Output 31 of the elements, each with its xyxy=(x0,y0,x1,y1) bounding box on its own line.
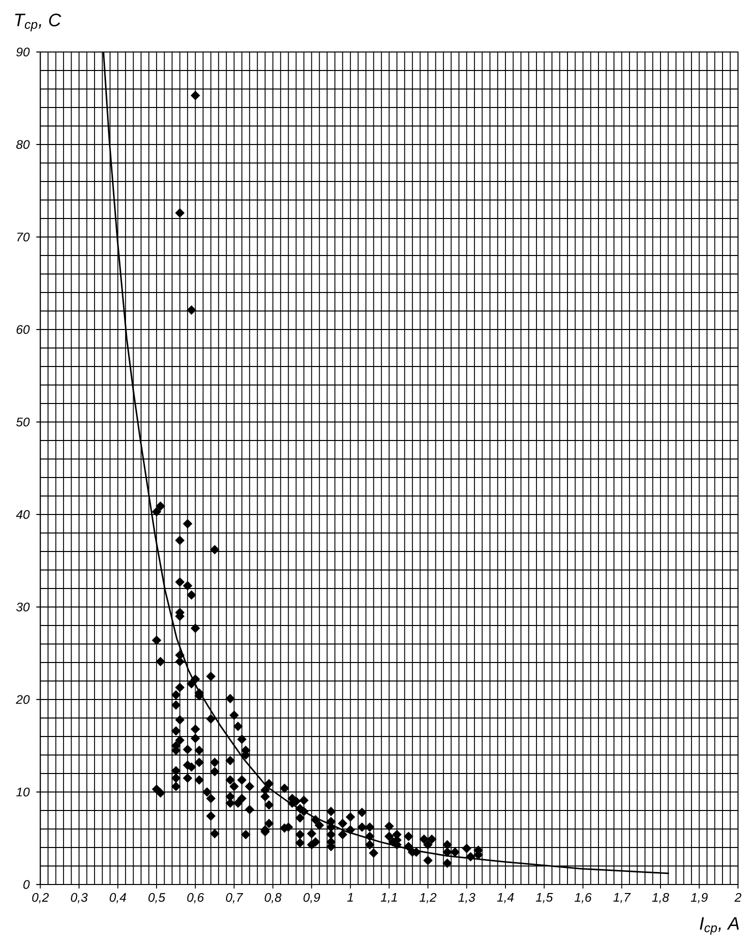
y-axis-title: T$_{ср}$, С xyxy=(15,14,62,32)
x-tick-label: 0,4 xyxy=(110,893,126,904)
x-tick-label: 1,1 xyxy=(380,893,397,904)
y-tick-label: 60 xyxy=(16,325,30,334)
y-tick-label: 50 xyxy=(16,418,30,426)
x-tick-label: 1,6 xyxy=(574,893,592,904)
x-tick-label: 1,7 xyxy=(613,893,631,904)
y-tick-label: 20 xyxy=(16,695,30,704)
x-tick-label: 0,8 xyxy=(264,893,282,904)
x-tick-label: 1 xyxy=(347,893,353,902)
x-tick-label: 1,2 xyxy=(420,893,436,904)
x-tick-label: 1,5 xyxy=(536,893,553,904)
y-tick-label: 30 xyxy=(16,602,30,612)
x-tick-label: 0,6 xyxy=(187,893,204,904)
y-tick-label: 10 xyxy=(16,788,30,796)
x-tick-label: 1,3 xyxy=(458,893,476,904)
x-axis-title: I$_{ср}$, А xyxy=(700,917,739,935)
x-tick-label: 1,8 xyxy=(652,893,670,904)
x-tick-label: 2 xyxy=(734,893,742,902)
y-tick-label: 80 xyxy=(16,140,30,149)
x-tick-label: 0,2 xyxy=(32,893,49,904)
x-tick-label: 0,9 xyxy=(304,893,320,904)
y-tick-label: 90 xyxy=(16,48,30,56)
x-tick-label: 1,4 xyxy=(497,893,514,904)
y-tick-label: 40 xyxy=(16,510,30,519)
x-tick-label: 0,7 xyxy=(226,893,244,904)
y-tick-label: 70 xyxy=(17,232,30,242)
y-tick-label: 0 xyxy=(23,880,30,889)
x-tick-label: 0,3 xyxy=(70,893,88,904)
x-tick-label: 0,5 xyxy=(148,893,166,904)
x-tick-label: 1,9 xyxy=(690,893,708,904)
